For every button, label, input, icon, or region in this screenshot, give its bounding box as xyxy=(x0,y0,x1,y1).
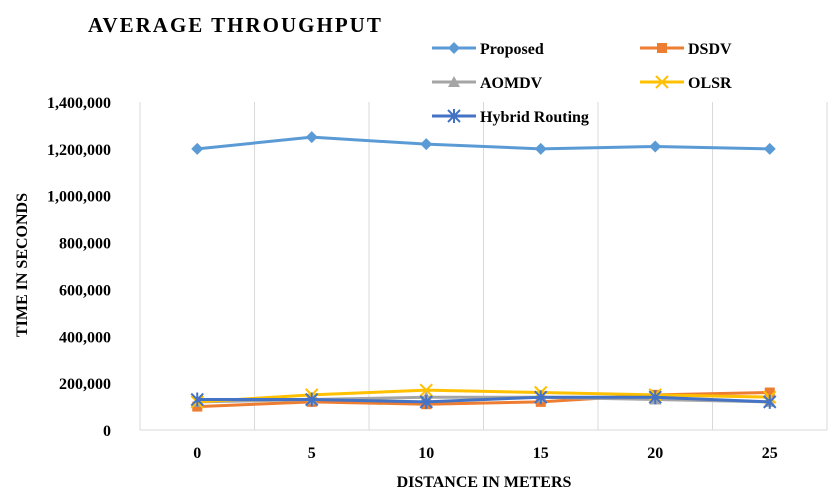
data-point xyxy=(649,140,662,153)
data-point xyxy=(419,394,433,409)
data-point xyxy=(305,392,319,407)
y-tick-label: 200,000 xyxy=(59,376,111,393)
legend-entry: DSDV xyxy=(640,41,732,58)
legend-label: Proposed xyxy=(480,41,544,58)
legend-marker xyxy=(448,76,460,87)
x-axis-ticks: 0 5 10 15 20 25 xyxy=(193,445,778,462)
y-tick-label: 600,000 xyxy=(59,282,111,299)
legend-label: DSDV xyxy=(688,41,732,58)
y-tick-label: 1,200,000 xyxy=(47,142,111,159)
y-tick-label: 800,000 xyxy=(59,236,111,253)
y-tick-label: 1,400,000 xyxy=(47,95,111,112)
data-point xyxy=(534,142,547,155)
legend-label: OLSR xyxy=(688,75,732,92)
x-tick-label: 15 xyxy=(533,445,549,462)
legend-entry: Proposed xyxy=(432,41,544,58)
gridlines xyxy=(139,102,828,430)
legend-label: AOMDV xyxy=(480,75,543,92)
x-tick-label: 0 xyxy=(193,445,201,462)
legend-marker xyxy=(657,43,667,53)
legend-marker xyxy=(448,42,460,54)
y-tick-label: 400,000 xyxy=(59,329,111,346)
series-hybrid-routing xyxy=(190,390,777,409)
data-point xyxy=(763,142,776,155)
legend-entry: OLSR xyxy=(640,75,732,92)
data-point xyxy=(190,392,204,407)
y-tick-label: 0 xyxy=(103,423,111,440)
data-point xyxy=(648,390,662,405)
data-point xyxy=(305,131,318,144)
data-point xyxy=(764,387,775,398)
legend-entry: Hybrid Routing xyxy=(432,109,589,126)
y-tick-label: 1,000,000 xyxy=(47,189,111,206)
data-point xyxy=(191,142,204,155)
data-point xyxy=(763,394,777,409)
x-tick-label: 25 xyxy=(762,445,778,462)
x-tick-label: 5 xyxy=(308,445,316,462)
series-line xyxy=(197,135,770,151)
series-line xyxy=(197,388,770,404)
legend: Proposed DSDV AOMDV OLSR Hybrid Routing xyxy=(432,41,732,126)
series-layer xyxy=(190,131,777,412)
series-proposed xyxy=(191,131,776,155)
data-point xyxy=(534,390,548,405)
series-line xyxy=(197,395,770,404)
y-axis-ticks: 0 200,000 400,000 600,000 800,000 1,000,000 1,… xyxy=(47,95,111,440)
x-tick-label: 10 xyxy=(418,445,434,462)
legend-marker xyxy=(447,109,461,123)
x-tick-label: 20 xyxy=(647,445,663,462)
data-point xyxy=(419,383,433,397)
legend-marker xyxy=(655,75,669,89)
data-point xyxy=(420,138,433,151)
chart-title: AVERAGE THROUGHPUT xyxy=(88,13,383,37)
legend-entry: AOMDV xyxy=(432,75,543,92)
x-axis-title: DISTANCE IN METERS xyxy=(397,474,572,491)
y-axis-title: TIME IN SECONDS xyxy=(14,193,31,337)
legend-label: Hybrid Routing xyxy=(480,109,589,126)
